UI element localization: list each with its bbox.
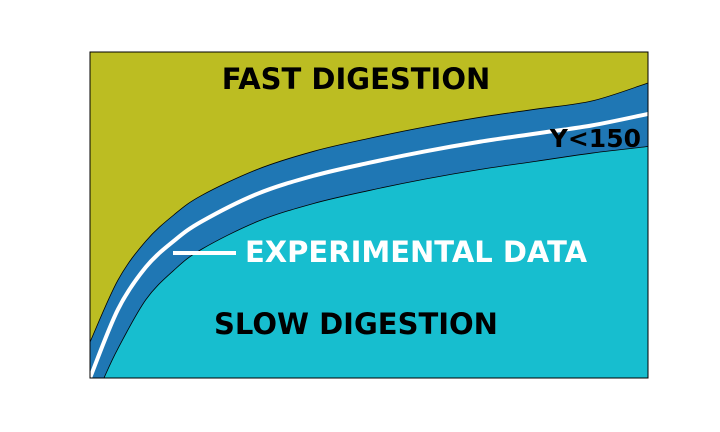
region-slow xyxy=(103,146,649,379)
label-slow-digestion: SLOW DIGESTION xyxy=(214,307,498,341)
label-y-lt-150: Y<150 xyxy=(549,124,641,153)
plot-area: FAST DIGESTION Y<150 SLOW DIGESTION EXPERIM… xyxy=(88,51,649,379)
series-experimental-line xyxy=(88,111,649,379)
legend-label-experimental-data: EXPERIMENTAL DATA xyxy=(245,235,588,269)
label-fast-digestion: FAST DIGESTION xyxy=(222,62,491,96)
axes-frame xyxy=(89,51,649,379)
